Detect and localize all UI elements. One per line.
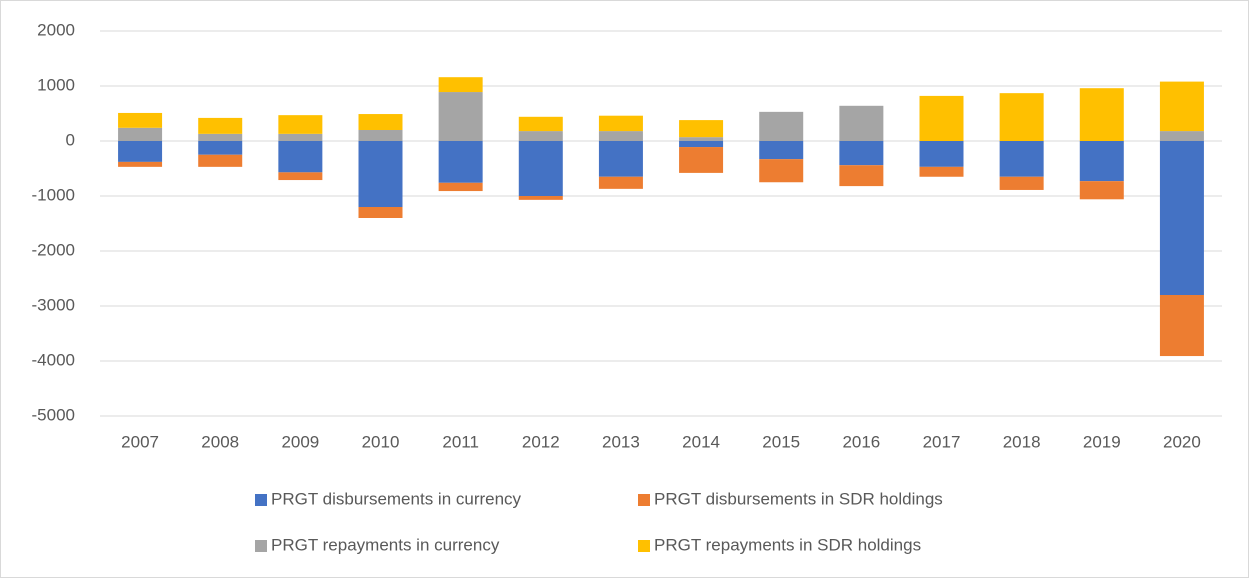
bar-segment [598,141,643,177]
legend-swatch [638,540,650,552]
bar-segment [278,115,323,134]
bar-segment [839,165,884,187]
bar-segment [1159,81,1204,132]
bar-segment [198,117,243,134]
bar-segment [759,159,804,183]
bar-segment [919,95,964,141]
bar-segment [358,130,403,141]
x-tick-label: 2007 [121,432,159,451]
bar-segment [118,141,163,162]
y-tick-label: -5000 [32,405,75,424]
x-tick-label: 2013 [602,432,640,451]
bar-segment [679,120,724,138]
bar-segment [438,182,483,192]
x-tick-label: 2015 [762,432,800,451]
x-tick-label: 2009 [281,432,319,451]
legend-swatch [638,494,650,506]
x-tick-label: 2014 [682,432,720,451]
bar-segment [598,115,643,132]
bar-segment [438,92,483,141]
y-tick-label: 1000 [37,75,75,94]
bar-segment [1159,131,1204,141]
legend-label: PRGT disbursements in SDR holdings [654,489,943,508]
bar-segment [518,141,563,196]
x-tick-label: 2018 [1003,432,1041,451]
bar-segment [999,141,1044,177]
bar-segment [198,154,243,167]
x-tick-label: 2016 [842,432,880,451]
bar-segment [358,141,403,207]
bar-segment [679,141,724,148]
bar-segment [839,141,884,166]
bar-segment [278,133,323,141]
bar-segment [518,196,563,200]
bar-segment [1079,88,1124,141]
bar-segment [358,207,403,218]
bar-segment [358,114,403,130]
y-tick-label: 0 [66,130,75,149]
x-tick-label: 2017 [923,432,961,451]
bar-segment [198,133,243,141]
bar-segment [839,105,884,141]
bar-segment [438,77,483,93]
bar-segment [278,141,323,173]
y-tick-label: -3000 [32,295,75,314]
x-tick-label: 2019 [1083,432,1121,451]
legend-label: PRGT repayments in currency [271,535,500,554]
bar-segment [679,137,724,141]
bar-segment [118,127,163,141]
legend-label: PRGT repayments in SDR holdings [654,535,921,554]
bar-segment [759,141,804,160]
y-tick-label: -1000 [32,185,75,204]
bar-segment [198,141,243,155]
y-tick-label: -2000 [32,240,75,259]
bar-segment [1079,141,1124,182]
bar-segment [518,131,563,141]
x-tick-label: 2011 [442,432,479,451]
bar-segment [598,131,643,141]
bar-segment [598,176,643,189]
bar-segment [759,111,804,141]
legend-label: PRGT disbursements in currency [271,489,522,508]
bar-segment [999,93,1044,141]
x-tick-label: 2012 [522,432,560,451]
bar-segment [679,147,724,173]
legend-swatch [255,540,267,552]
bar-segment [118,112,163,128]
bar-segment [438,141,483,183]
bar-segment [919,166,964,177]
legend-swatch [255,494,267,506]
x-tick-label: 2010 [362,432,400,451]
bar-segment [1159,295,1204,357]
bar-segment [278,172,323,181]
bar-segment [999,176,1044,190]
x-tick-label: 2020 [1163,432,1201,451]
bar-segment [919,141,964,167]
bar-segment [518,116,563,132]
y-tick-label: -4000 [32,350,75,369]
bar-segment [118,161,163,167]
bar-segment [1159,141,1204,295]
bar-segment [1079,181,1124,200]
x-tick-label: 2008 [201,432,239,451]
y-tick-label: 2000 [37,20,75,39]
